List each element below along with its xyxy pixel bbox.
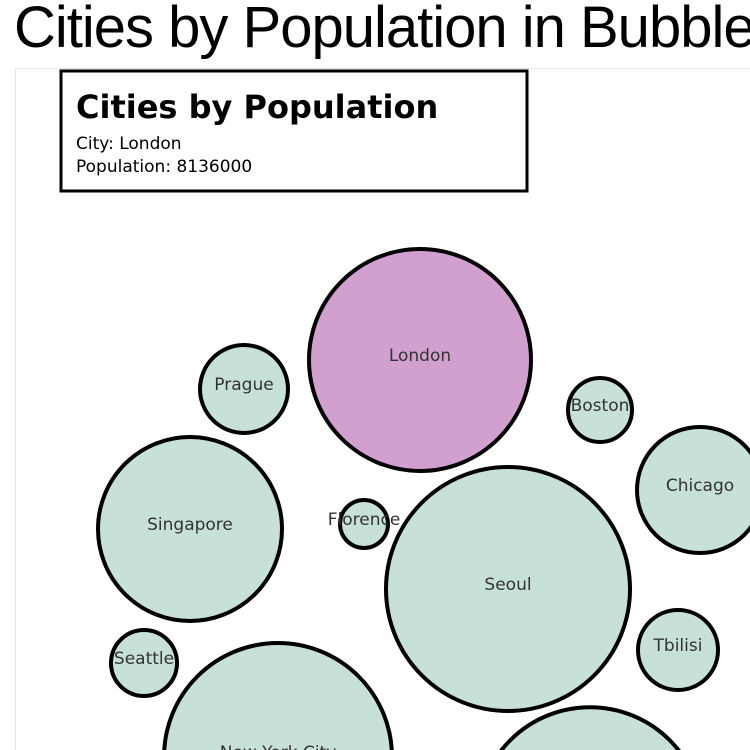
bubble (198, 343, 290, 435)
bubble (162, 641, 394, 750)
bubble-label: Seattle (114, 649, 174, 669)
bubble (635, 425, 750, 555)
bubble (109, 628, 179, 698)
chart-title: Cities by Population (76, 88, 438, 126)
tooltip-population: Population: 8136000 (76, 157, 252, 177)
bubble-label: Florence (328, 510, 401, 530)
tooltip-city-value: London (119, 134, 181, 154)
page-title: Cities by Population in Bubble Chart (14, 0, 750, 60)
tooltip-city-label: City: (76, 134, 114, 154)
tooltip-box (59, 69, 529, 193)
bubble (338, 498, 390, 550)
bubble (307, 247, 533, 473)
bubble-label: London (389, 346, 451, 366)
tooltip-city: City: London (76, 134, 182, 154)
tooltip-population-value: 8136000 (176, 157, 252, 177)
bubble-label: Chicago (666, 476, 734, 496)
chart-frame (15, 68, 750, 750)
bubble (566, 376, 634, 444)
bubble-label: Boston (571, 396, 630, 416)
bubble-label: New York City (220, 743, 337, 750)
bubble-label: Tbilisi (653, 636, 703, 656)
bubble-label: Prague (214, 375, 273, 395)
tooltip-population-label: Population: (76, 157, 171, 177)
bubble (635, 607, 721, 693)
bubble (383, 464, 633, 714)
bubble-label: Singapore (147, 515, 233, 535)
bubble-label: Seoul (484, 575, 531, 595)
bubble (96, 435, 284, 623)
bubble (499, 705, 681, 750)
